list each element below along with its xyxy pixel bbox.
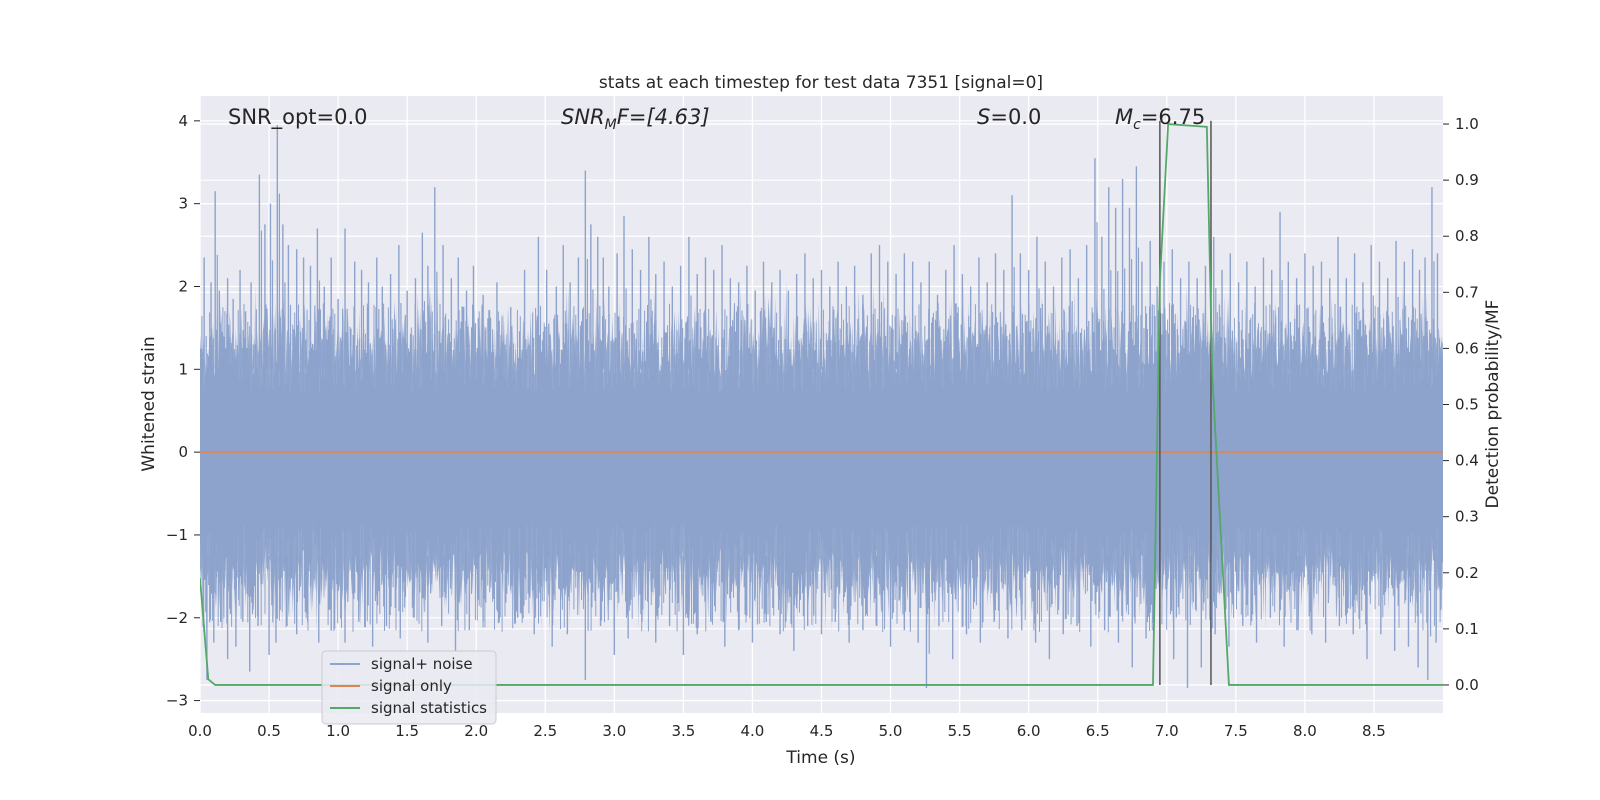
x-tick-label: 0.5 (257, 722, 281, 740)
x-tick-label: 5.0 (879, 722, 903, 740)
y2-tick-label: 0.8 (1455, 227, 1479, 245)
y2-tick-label: 1.0 (1455, 115, 1479, 133)
x-tick-label: 5.5 (948, 722, 972, 740)
annotation-snr-opt: SNR_opt=0.0 (228, 105, 368, 130)
annotation-mc: Mc=6.75 (1115, 105, 1205, 133)
annotation-s-rest: =0.0 (990, 105, 1041, 129)
x-tick-label: 2.5 (533, 722, 557, 740)
y2-tick-label: 0.6 (1455, 339, 1479, 357)
signal-statistics-line (200, 123, 1443, 686)
y2-tick-label: 0.1 (1455, 620, 1479, 638)
tick-labels: 0.0 0.5 1.0 1.5 2.0 2.5 3.0 3.5 4.0 4.5 5.0 5.5 6.0 6… (166, 112, 1479, 740)
x-tick-label: 1.0 (326, 722, 350, 740)
annotation-mc-rest: =6.75 (1141, 105, 1205, 129)
y-tick-label: −2 (166, 609, 188, 627)
annotation-snr-mf: SNRMF=[4.63] (561, 105, 710, 133)
legend-label-signal-statistics: signal statistics (371, 699, 487, 717)
y2-tick-label: 0.5 (1455, 396, 1479, 414)
x-axis-label: Time (s) (785, 748, 855, 768)
y2-tick-label: 0.7 (1455, 283, 1479, 301)
annotation-s: S=0.0 (977, 105, 1041, 129)
y-tick-label: 0 (178, 443, 188, 461)
y-tick-label: 4 (178, 112, 188, 130)
chart-title: stats at each timestep for test data 735… (599, 73, 1043, 93)
annotation-mc-main: M (1115, 105, 1133, 129)
x-tick-label: 3.0 (602, 722, 626, 740)
x-tick-label: 4.0 (741, 722, 765, 740)
x-tick-label: 6.0 (1017, 722, 1041, 740)
legend-box (321, 650, 497, 725)
annotations: SNR_opt=0.0 SNRMF=[4.63] S=0.0 Mc=6.75 (228, 105, 1205, 133)
y2-tick-label: 0.2 (1455, 564, 1479, 582)
y-axis-label: Whitened strain (139, 336, 159, 471)
annotation-s-italic: S (977, 105, 990, 129)
annotation-snr-mf-main: SNR (561, 105, 605, 129)
noise-series (200, 124, 1443, 689)
x-tick-label: 3.5 (671, 722, 695, 740)
y2-tick-label: 0.0 (1455, 676, 1479, 694)
y-tick-label: 2 (178, 277, 188, 295)
annotation-mc-sub: c (1133, 117, 1141, 133)
noise-texture (200, 303, 1443, 633)
secondary-y-axis-label: Detection probability/MF (1483, 300, 1503, 509)
x-tick-label: 6.5 (1086, 722, 1110, 740)
y-tick-label: 1 (178, 360, 188, 378)
y2-tick-label: 0.9 (1455, 171, 1479, 189)
x-tick-label: 8.0 (1293, 722, 1317, 740)
legend: signal+ noise signal only signal statist… (321, 650, 497, 725)
x-tick-label: 8.5 (1362, 722, 1386, 740)
line-series (200, 120, 1443, 686)
legend-label-signal-only: signal only (371, 677, 452, 695)
x-tick-label: 4.5 (810, 722, 834, 740)
annotation-snr-mf-rest: F=[4.63] (617, 105, 710, 129)
y2-tick-label: 0.4 (1455, 452, 1479, 470)
y-tick-label: −1 (166, 526, 188, 544)
annotation-snr-mf-sub: M (605, 117, 617, 133)
x-tick-label: 7.0 (1155, 722, 1179, 740)
x-tick-label: 0.0 (188, 722, 212, 740)
y-tick-label: −3 (166, 692, 188, 710)
y2-tick-label: 0.3 (1455, 508, 1479, 526)
y-tick-label: 3 (178, 195, 188, 213)
x-tick-label: 7.5 (1224, 722, 1248, 740)
legend-label-signal-noise: signal+ noise (371, 655, 473, 673)
x-tick-label: 1.5 (395, 722, 419, 740)
x-tick-label: 2.0 (464, 722, 488, 740)
